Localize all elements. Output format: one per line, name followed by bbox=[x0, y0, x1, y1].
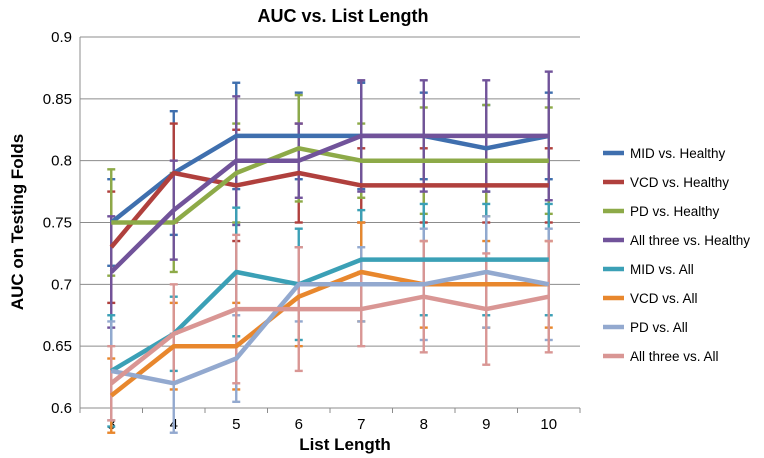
y-tick-label: 0.65 bbox=[43, 338, 72, 355]
x-tick-label: 6 bbox=[295, 416, 303, 433]
y-axis-ticks: 0.6 0.65 0.7 0.75 0.8 0.85 0.9 bbox=[43, 29, 72, 417]
series-line bbox=[111, 146, 549, 225]
x-tick-label: 7 bbox=[357, 416, 365, 433]
legend-label: MID vs. Healthy bbox=[630, 146, 726, 161]
series-lines bbox=[109, 133, 550, 398]
series-line bbox=[109, 133, 550, 225]
legend-label: All three vs. Healthy bbox=[630, 233, 750, 248]
series-line bbox=[109, 170, 549, 249]
y-tick-label: 0.85 bbox=[43, 91, 72, 108]
y-tick-label: 0.8 bbox=[51, 153, 72, 170]
legend-label: PD vs. Healthy bbox=[630, 204, 720, 219]
y-tick-label: 0.7 bbox=[51, 276, 72, 293]
chart-title: AUC vs. List Length bbox=[257, 6, 428, 26]
y-tick-label: 0.75 bbox=[43, 215, 72, 232]
x-tick-label: 8 bbox=[420, 416, 428, 433]
x-tick-label: 10 bbox=[540, 416, 557, 433]
legend-label: VCD vs. All bbox=[630, 291, 698, 306]
error-bars bbox=[107, 70, 553, 434]
legend-label: All three vs. All bbox=[630, 349, 719, 364]
legend-label: PD vs. All bbox=[630, 320, 688, 335]
series-line bbox=[110, 257, 549, 373]
y-tick-label: 0.6 bbox=[51, 400, 72, 417]
y-tick-label: 0.9 bbox=[51, 29, 72, 46]
x-tick-label: 5 bbox=[232, 416, 240, 433]
x-axis-ticks: 345678910 bbox=[79, 408, 581, 433]
x-tick-label: 9 bbox=[482, 416, 490, 433]
series-line bbox=[109, 133, 549, 274]
legend-label: VCD vs. Healthy bbox=[630, 175, 729, 190]
legend: MID vs. Healthy VCD vs. Healthy PD vs. Hea… bbox=[603, 146, 750, 364]
series-line bbox=[109, 294, 550, 386]
x-axis-title: List Length bbox=[299, 435, 391, 454]
legend-label: MID vs. All bbox=[630, 262, 694, 277]
series-line bbox=[110, 269, 550, 386]
y-axis-title: AUC on Testing Folds bbox=[8, 134, 27, 310]
